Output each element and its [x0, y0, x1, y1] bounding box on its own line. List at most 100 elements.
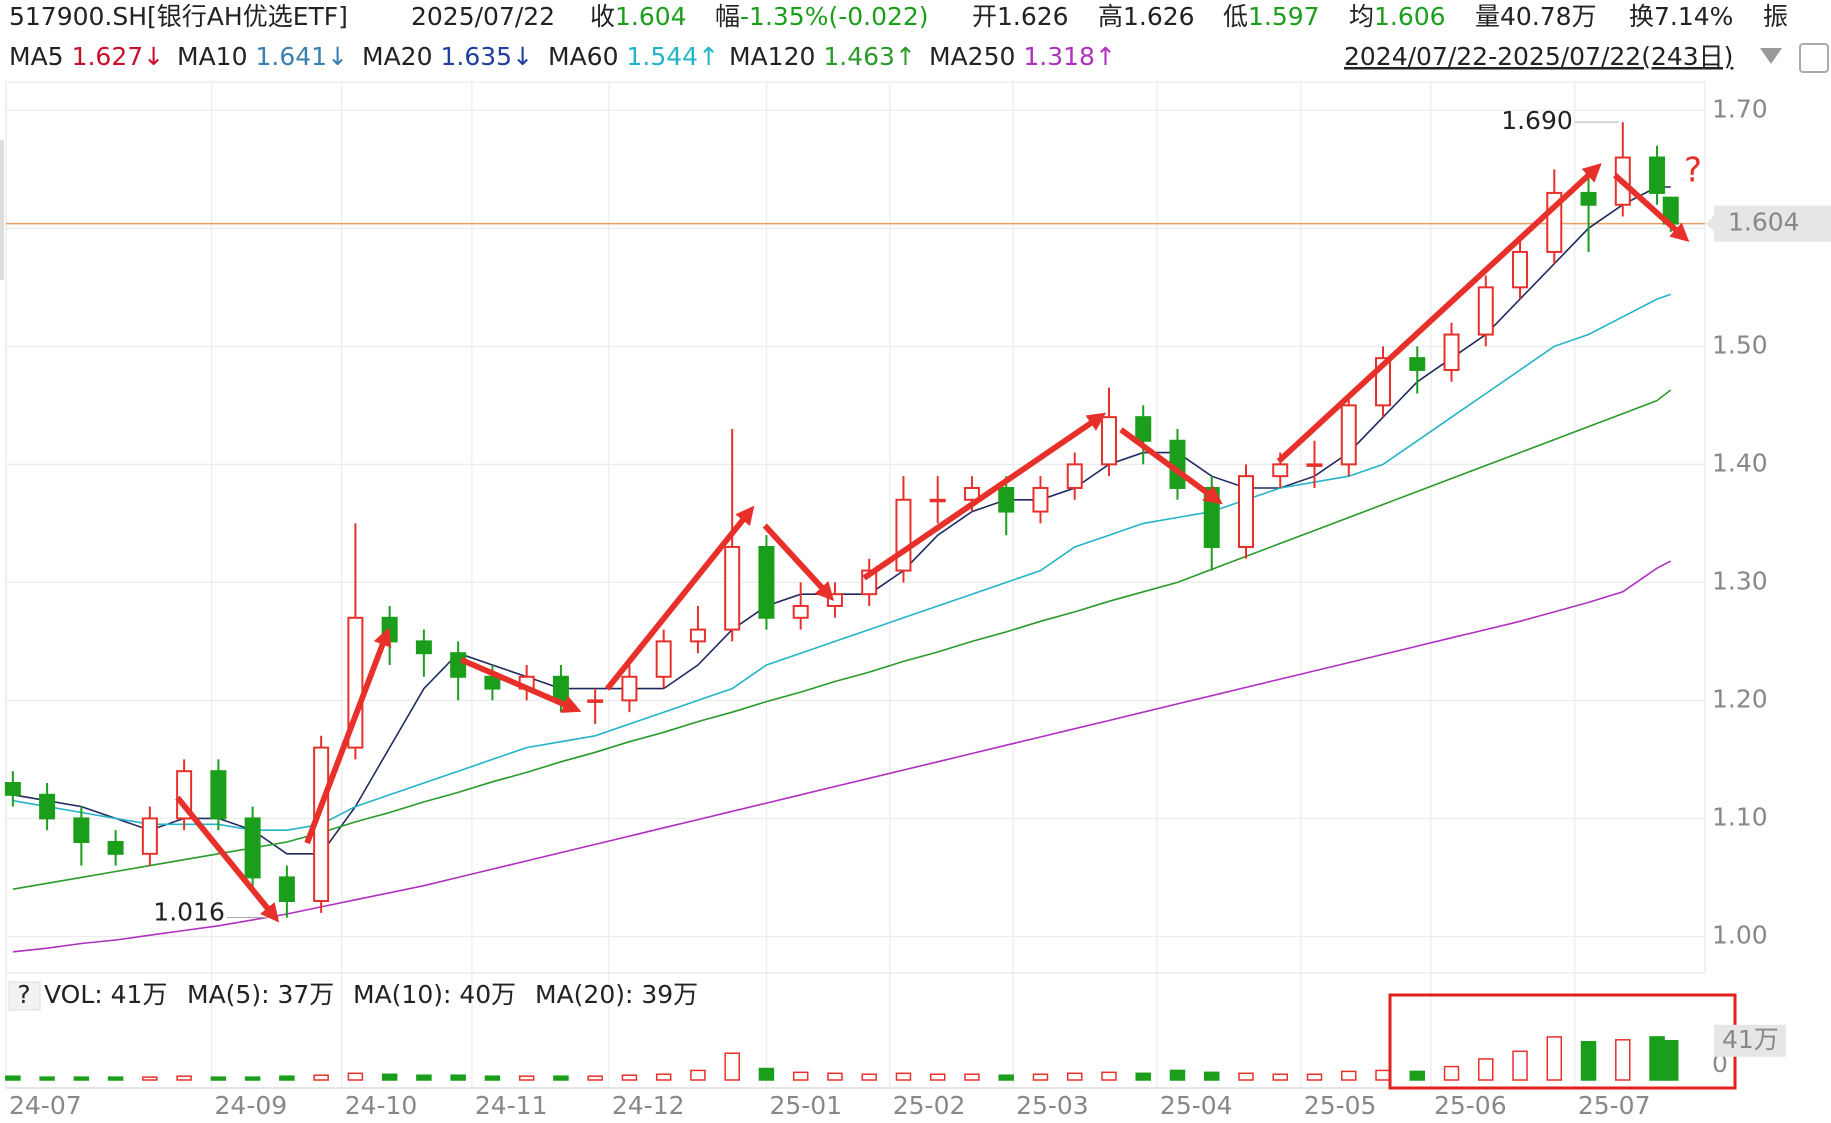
ma-trend: ↓ [143, 42, 164, 71]
ma-header-item: MA250 1.318↑ [929, 42, 1116, 71]
volume-bar [724, 1052, 740, 1081]
ma-trend: ↑ [698, 42, 719, 71]
arrow [862, 412, 1107, 581]
x-tick-label: 25-05 [1304, 1091, 1377, 1120]
volume-bar [5, 1075, 21, 1081]
candle-body [1340, 404, 1357, 466]
settings-icon[interactable] [1799, 43, 1829, 73]
ma-name: MA120 [729, 42, 815, 71]
ma-value: 1.641 [255, 42, 327, 71]
x-tick-label: 25-07 [1578, 1091, 1651, 1120]
ma-line [12, 293, 1671, 831]
volume-bar [1066, 1072, 1083, 1081]
candle-body [244, 817, 261, 879]
ma-value: 1.544 [626, 42, 698, 71]
ma-header-item: MA5 1.627↓ [9, 42, 164, 71]
candle-body [484, 675, 501, 690]
volume-bar [1135, 1072, 1151, 1081]
volume-bar [1512, 1050, 1528, 1081]
ma-header-item: MA120 1.463↑ [729, 42, 916, 71]
volume-bar [1649, 1036, 1665, 1081]
candle-body [450, 652, 467, 678]
volume-header-item: VOL: 41万 [44, 980, 167, 1009]
ma-header-item: MA10 1.641↓ [177, 42, 348, 71]
help-icon: ? [17, 980, 30, 1009]
volume-bar [827, 1072, 843, 1081]
ma-value: 1.627 [72, 42, 144, 71]
volume-bar [861, 1073, 877, 1081]
volume-bar [210, 1076, 227, 1081]
volume-bar [279, 1075, 295, 1081]
candle-body [1100, 416, 1117, 466]
volume-bar [1272, 1073, 1288, 1081]
arrow [175, 795, 280, 923]
candle-body [929, 498, 946, 503]
volume-bar [895, 1072, 912, 1081]
volume-bar [1169, 1069, 1186, 1081]
quote-item: 高1.626 [1098, 2, 1195, 31]
date-range: 2024/07/22-2025/07/22(243日) [1344, 42, 1733, 71]
y-tick-label: 1.20 [1712, 684, 1768, 713]
candle-body [347, 616, 364, 749]
y-tick-label: 1.50 [1712, 330, 1768, 359]
quote-item: 换7.14% [1629, 2, 1733, 31]
volume-bar [176, 1075, 192, 1081]
arrow [1612, 172, 1690, 243]
x-tick-label: 24-09 [215, 1091, 288, 1120]
volume-bar [1032, 1073, 1049, 1081]
quote-item: 收1.604 [590, 2, 687, 31]
candle-body [1306, 463, 1323, 467]
quote-item: 低1.597 [1223, 2, 1320, 31]
candle-body [1237, 475, 1254, 548]
volume-bar [998, 1074, 1014, 1081]
arrow [1119, 427, 1223, 505]
volume-bar [1546, 1036, 1563, 1081]
dropdown-icon[interactable] [1760, 48, 1782, 64]
x-tick-label: 24-12 [612, 1091, 685, 1120]
volume-bar [313, 1074, 329, 1081]
volume-bar [1306, 1073, 1323, 1081]
quote-value: -1.35%(-0.022) [740, 2, 929, 31]
volume-bar [381, 1073, 398, 1081]
quote-label: 幅 [715, 2, 740, 31]
candle-body [415, 640, 432, 655]
annotation: ? [1684, 151, 1702, 191]
candle-body [1272, 463, 1289, 478]
candle-body [73, 817, 90, 844]
volume-bar [73, 1076, 90, 1081]
quote-value: 1.626 [1123, 2, 1195, 31]
y-tick-label: 1.00 [1712, 920, 1768, 949]
ma-header-item: MA60 1.544↑ [548, 42, 719, 71]
quote-label: 量 [1475, 2, 1500, 31]
ma-line [12, 389, 1672, 890]
volume-bar [107, 1076, 124, 1081]
quote-item: 振 [1763, 2, 1788, 31]
quote-label: 低 [1223, 2, 1248, 31]
volume-bar [1478, 1058, 1494, 1081]
volume-bar [758, 1067, 775, 1081]
volume-bar [416, 1074, 432, 1081]
arrow [304, 627, 392, 845]
ma-header-item: MA20 1.635↓ [362, 42, 533, 71]
volume-bar [1101, 1071, 1117, 1081]
candle-body [4, 781, 21, 796]
ma-value: 1.318 [1023, 42, 1095, 71]
volume-bar [929, 1073, 946, 1081]
quote-item: 量40.78万 [1475, 2, 1597, 31]
x-tick-label: 25-03 [1016, 1091, 1089, 1120]
volume-bar [484, 1075, 501, 1081]
volume-bar [964, 1073, 980, 1081]
candle-body [895, 498, 912, 572]
date: 2025/07/22 [411, 2, 555, 31]
volume-bar [1443, 1065, 1460, 1081]
candle-body [1580, 191, 1597, 206]
volume-bar [655, 1073, 672, 1081]
ma-line [12, 186, 1671, 855]
volume-bar [792, 1071, 809, 1081]
candle-body [39, 793, 56, 820]
x-tick-label: 25-06 [1434, 1091, 1507, 1120]
current-price-label: 1.604 [1728, 208, 1800, 237]
x-tick-label: 24-11 [475, 1091, 548, 1120]
volume-bar [347, 1072, 364, 1081]
y-tick-label: 1.40 [1712, 448, 1768, 477]
